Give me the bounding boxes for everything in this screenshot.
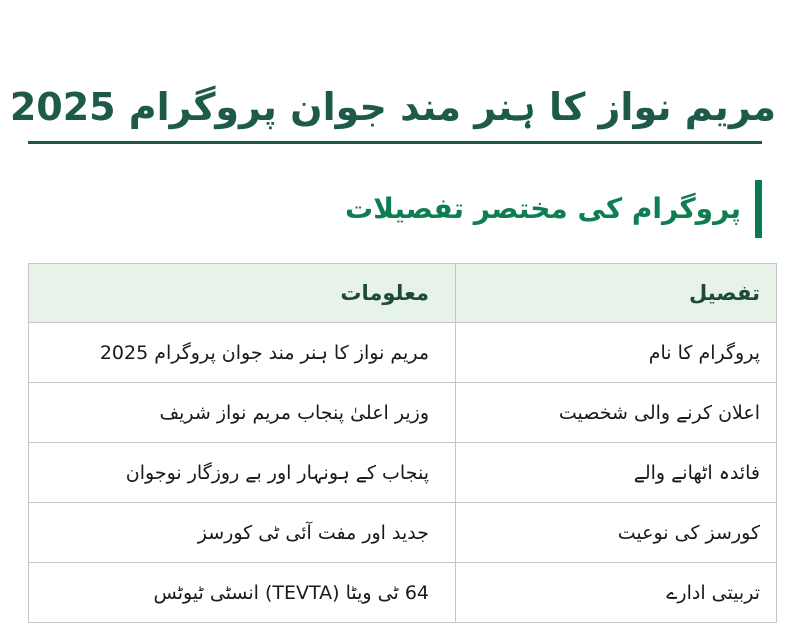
row-value-cell: جدید اور مفت آئی ٹی کورسز	[28, 502, 456, 563]
section-heading-block: پروگرام کی مختصر تفصیلات	[345, 178, 762, 240]
row-value-cell: پنجاب کے ہونہار اور بے روزگار نوجوان	[28, 442, 456, 503]
row-value-cell: 64 ٹی ویٹا (TEVTA) انسٹی ٹیوٹس	[28, 562, 456, 623]
table-header-row: تفصیل معلومات	[28, 263, 777, 323]
accent-bar	[755, 180, 762, 238]
table-row: کورسز کی نوعیت جدید اور مفت آئی ٹی کورسز	[28, 502, 777, 563]
section-heading: پروگرام کی مختصر تفصیلات	[344, 192, 741, 225]
page-title: مریم نواز کا ہنر مند جوان پروگرام 2025	[9, 85, 776, 130]
row-label-cell: کورسز کی نوعیت	[455, 502, 777, 563]
row-label-cell: فائدہ اٹھانے والے	[455, 442, 777, 503]
column-header-detail: تفصیل	[455, 263, 777, 323]
table-row: تربیتی ادارے 64 ٹی ویٹا (TEVTA) انسٹی ٹی…	[28, 562, 777, 623]
program-details-table: تفصیل معلومات پروگرام کا نام مریم نواز ک…	[28, 263, 777, 623]
row-label-cell: اعلان کرنے والی شخصیت	[455, 382, 777, 443]
table-row: پروگرام کا نام مریم نواز کا ہنر مند جوان…	[28, 322, 777, 383]
table-row: فائدہ اٹھانے والے پنجاب کے ہونہار اور بے…	[28, 442, 777, 503]
column-header-info: معلومات	[28, 263, 456, 323]
table-row: اعلان کرنے والی شخصیت وزیر اعلیٰ پنجاب م…	[28, 382, 777, 443]
row-label-cell: تربیتی ادارے	[455, 562, 777, 623]
row-value-cell: مریم نواز کا ہنر مند جوان پروگرام 2025	[28, 322, 456, 383]
row-value-cell: وزیر اعلیٰ پنجاب مریم نواز شریف	[28, 382, 456, 443]
title-underline	[28, 141, 762, 144]
row-label-cell: پروگرام کا نام	[455, 322, 777, 383]
